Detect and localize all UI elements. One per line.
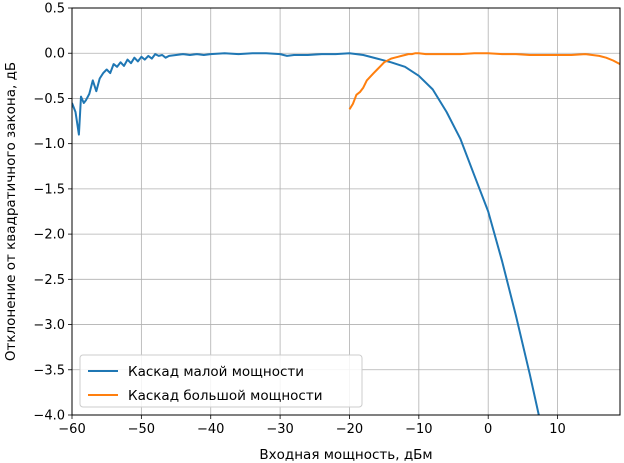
- x-tick-label: −10: [405, 422, 432, 437]
- y-tick-label: −0.5: [33, 92, 65, 107]
- series-lines: [72, 52, 620, 415]
- y-axis-ticks: 0.5 0.0 −0.5 −1.0 −1.5 −2.0 −2.5 −3.0 −3.5 −4.0: [33, 2, 72, 424]
- legend-label-high-power: Каскад большой мощности: [128, 388, 322, 404]
- legend-box: [79, 354, 363, 408]
- x-tick-label: −50: [128, 422, 155, 437]
- y-tick-label: −3.5: [33, 363, 65, 378]
- y-tick-label: −3.0: [33, 318, 65, 333]
- x-axis-ticks: −60 −50 −40 −30 −20 −10 0 10: [58, 415, 566, 437]
- y-axis-label: Отклонение от квадратичного закона, дБ: [3, 62, 19, 361]
- grid-lines: [71, 7, 620, 416]
- y-tick-label: 0.5: [44, 2, 65, 17]
- x-tick-label: 10: [549, 422, 566, 437]
- y-tick-label: −1.5: [33, 182, 65, 197]
- series-line-high-power: [348, 52, 620, 110]
- y-tick-label: −2.5: [33, 273, 65, 288]
- x-tick-label: 0: [484, 422, 492, 437]
- legend-label-low-power: Каскад малой мощности: [128, 364, 304, 380]
- x-tick-label: −40: [197, 422, 224, 437]
- x-tick-label: −20: [336, 422, 363, 437]
- y-tick-label: −1.0: [33, 137, 65, 152]
- series-line-low-power: [72, 52, 540, 415]
- x-tick-label: −60: [58, 422, 85, 437]
- y-tick-label: −4.0: [33, 409, 65, 424]
- y-tick-label: −2.0: [33, 228, 65, 243]
- plot-frame: [71, 7, 621, 416]
- legend: Каскад малой мощности Каскад большой мощ…: [79, 354, 363, 408]
- y-tick-label: 0.0: [44, 47, 65, 62]
- x-axis-label: Входная мощность, дБм: [259, 447, 432, 463]
- x-tick-label: −30: [266, 422, 293, 437]
